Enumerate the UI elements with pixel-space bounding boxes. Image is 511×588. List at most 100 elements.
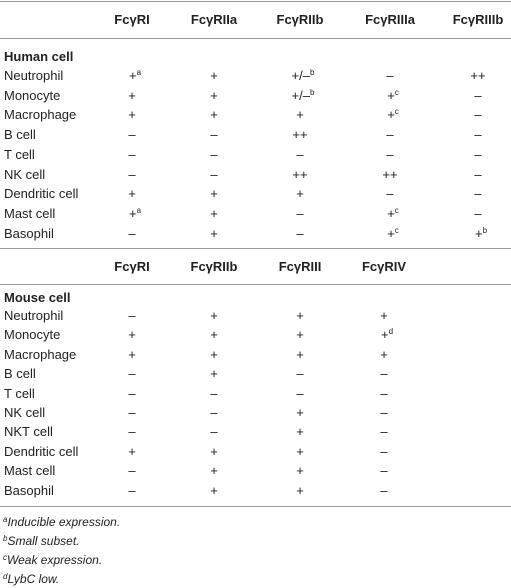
row-label: Macrophage xyxy=(4,107,77,123)
cell: + xyxy=(210,366,218,382)
cell: + xyxy=(296,482,304,498)
cell: – xyxy=(128,146,136,162)
cell: – xyxy=(386,186,394,202)
cell: – xyxy=(474,87,482,103)
cell: +a xyxy=(129,206,141,222)
rule xyxy=(0,38,511,39)
footnote-text: Small subset. xyxy=(7,534,80,548)
column-header: FcγRIIb xyxy=(190,259,238,274)
cell: – xyxy=(210,127,218,143)
footnote-mark: c xyxy=(394,87,399,97)
cell: – xyxy=(128,463,136,479)
section-label: Human cell xyxy=(4,49,74,64)
footnote-mark: a xyxy=(136,68,142,77)
cell: +d xyxy=(381,327,393,343)
cell: + xyxy=(128,87,136,103)
cell: – xyxy=(386,68,394,83)
cell-value: + xyxy=(380,327,389,343)
footnote-mark: a xyxy=(136,205,142,215)
column-header: FcγRIII xyxy=(278,259,322,274)
column-header: FcγRIIIb xyxy=(452,12,504,27)
cell: + xyxy=(296,327,304,343)
footnote-mark: b xyxy=(482,225,488,235)
row-label: Dendritic cell xyxy=(4,443,79,459)
rule xyxy=(0,506,511,507)
column-header: FcγRIIb xyxy=(276,12,324,27)
row-label: Mast cell xyxy=(4,205,56,221)
row-label: B cell xyxy=(4,127,36,143)
footnote-mark: c xyxy=(3,553,7,562)
cell: – xyxy=(128,366,136,382)
cell: + xyxy=(296,308,304,323)
cell: + xyxy=(296,107,304,123)
row-label: T cell xyxy=(4,385,35,401)
column-header: FcγRIIa xyxy=(190,12,238,27)
row-label: NK cell xyxy=(4,405,46,420)
cell: – xyxy=(380,463,388,479)
row-label: Basophil xyxy=(4,482,54,498)
cell: – xyxy=(128,482,136,498)
cell: + xyxy=(380,346,388,362)
column-header: FcγRI xyxy=(114,12,150,27)
footnote-text: Weak expression. xyxy=(7,553,103,567)
cell: – xyxy=(210,146,218,162)
footnote-mark: d xyxy=(3,572,8,581)
column-header: FcγRI xyxy=(114,259,150,274)
cell: + xyxy=(128,186,136,202)
cell: + xyxy=(380,308,388,323)
row-label: Monocyte xyxy=(4,327,61,343)
cell: + xyxy=(210,346,218,362)
cell: – xyxy=(210,405,218,420)
footnote: aInducible expression. xyxy=(3,514,120,530)
footnote: cWeak expression. xyxy=(3,552,102,568)
cell: – xyxy=(296,225,304,241)
footnote-mark: c xyxy=(394,107,399,117)
cell-value: + xyxy=(387,87,395,103)
footnote: dLybC low. xyxy=(3,571,59,587)
cell: – xyxy=(474,205,482,221)
cell: – xyxy=(210,166,218,182)
cell-value: + xyxy=(387,205,395,221)
cell: + xyxy=(296,424,304,440)
cell-value: + xyxy=(128,68,137,83)
cell: + xyxy=(296,463,304,479)
cell: + xyxy=(128,443,136,459)
footnote-mark: b xyxy=(3,534,8,543)
cell: + xyxy=(210,205,218,221)
cell: + xyxy=(210,443,218,459)
cell: – xyxy=(296,385,304,401)
footnote-mark: b xyxy=(309,68,315,77)
cell: – xyxy=(474,166,482,182)
row-label: Dendritic cell xyxy=(4,186,79,202)
cell: – xyxy=(210,385,218,401)
cell: – xyxy=(210,424,218,440)
cell: + xyxy=(210,87,218,103)
section-label: Mouse cell xyxy=(4,290,71,305)
cell: – xyxy=(380,424,388,440)
cell: – xyxy=(380,443,388,459)
cell: – xyxy=(386,127,394,143)
cell: – xyxy=(128,385,136,401)
cell: + xyxy=(128,327,136,343)
cell: +c xyxy=(387,206,399,222)
cell: – xyxy=(474,107,482,123)
cell: + xyxy=(210,186,218,202)
footnote-text: LybC low. xyxy=(7,572,60,586)
row-label: NKT cell xyxy=(4,424,53,440)
cell: – xyxy=(380,366,388,382)
cell: +b xyxy=(475,226,487,242)
cell: – xyxy=(296,205,304,221)
footnote-mark: c xyxy=(394,205,399,215)
cell-value: +/– xyxy=(291,87,310,103)
cell-value: + xyxy=(387,225,395,241)
footnote-mark: b xyxy=(309,87,315,97)
cell: + xyxy=(210,308,218,323)
cell: – xyxy=(296,146,304,162)
row-label: NK cell xyxy=(4,166,46,182)
cell: + xyxy=(128,346,136,362)
cell: + xyxy=(210,463,218,479)
cell: + xyxy=(296,186,304,202)
cell: – xyxy=(128,166,136,182)
cell: +c xyxy=(387,107,399,123)
cell: +c xyxy=(387,226,399,242)
